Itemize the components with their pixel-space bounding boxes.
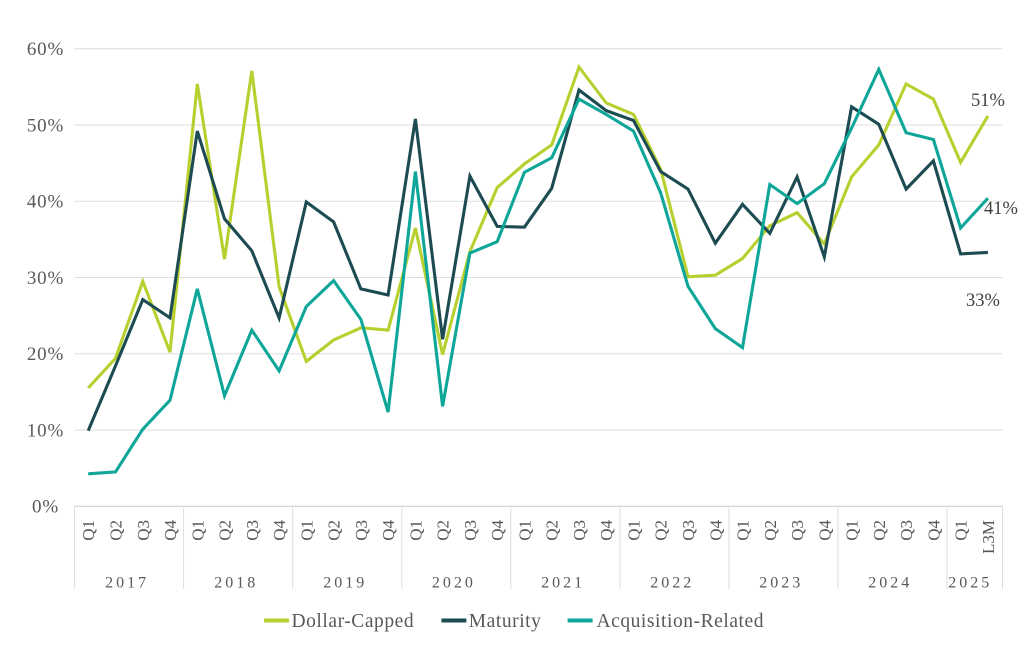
svg-text:2021: 2021 <box>541 575 585 592</box>
svg-text:Q1: Q1 <box>515 520 534 541</box>
svg-text:Q4: Q4 <box>597 520 616 541</box>
svg-text:50%: 50% <box>27 115 64 136</box>
svg-text:Q1: Q1 <box>188 520 207 541</box>
svg-text:2025: 2025 <box>948 575 992 592</box>
svg-text:30%: 30% <box>27 268 64 289</box>
svg-text:Q1: Q1 <box>625 520 644 541</box>
svg-text:Q2: Q2 <box>761 520 780 541</box>
svg-text:2017: 2017 <box>105 575 149 592</box>
svg-text:2019: 2019 <box>323 575 367 592</box>
svg-text:Q3: Q3 <box>570 520 589 541</box>
svg-text:Q1: Q1 <box>843 520 862 541</box>
svg-text:Q4: Q4 <box>924 520 943 541</box>
svg-text:2022: 2022 <box>650 575 694 592</box>
svg-text:L3M: L3M <box>979 520 998 554</box>
svg-text:41%: 41% <box>984 199 1018 219</box>
svg-text:Q3: Q3 <box>134 520 153 541</box>
svg-text:Q1: Q1 <box>297 520 316 541</box>
svg-text:Q1: Q1 <box>79 520 98 541</box>
svg-text:Q4: Q4 <box>815 520 834 541</box>
svg-text:Q3: Q3 <box>897 520 916 541</box>
svg-text:Q4: Q4 <box>488 520 507 541</box>
svg-text:10%: 10% <box>27 420 64 441</box>
svg-text:Q2: Q2 <box>434 520 453 541</box>
svg-text:2018: 2018 <box>214 575 258 592</box>
svg-text:Q3: Q3 <box>461 520 480 541</box>
svg-text:Q4: Q4 <box>270 520 289 541</box>
svg-text:Q2: Q2 <box>107 520 126 541</box>
svg-text:2024: 2024 <box>868 575 912 592</box>
svg-text:Q2: Q2 <box>652 520 671 541</box>
svg-text:Q1: Q1 <box>952 520 971 541</box>
svg-text:51%: 51% <box>971 91 1005 111</box>
svg-text:Q2: Q2 <box>216 520 235 541</box>
svg-text:Q3: Q3 <box>243 520 262 541</box>
svg-text:0%: 0% <box>32 497 59 518</box>
svg-text:Q3: Q3 <box>788 520 807 541</box>
svg-text:Q4: Q4 <box>379 520 398 541</box>
svg-text:Q4: Q4 <box>706 520 725 541</box>
svg-text:Q3: Q3 <box>679 520 698 541</box>
svg-text:Q3: Q3 <box>352 520 371 541</box>
svg-text:2020: 2020 <box>432 575 476 592</box>
svg-text:Q4: Q4 <box>161 520 180 541</box>
svg-text:Maturity: Maturity <box>469 611 542 632</box>
svg-text:40%: 40% <box>27 192 64 213</box>
svg-text:20%: 20% <box>27 344 64 365</box>
svg-text:Q1: Q1 <box>406 520 425 541</box>
svg-text:Q2: Q2 <box>870 520 889 541</box>
svg-text:2023: 2023 <box>759 575 803 592</box>
svg-text:Q2: Q2 <box>543 520 562 541</box>
svg-text:Q1: Q1 <box>734 520 753 541</box>
svg-text:Acquisition-Related: Acquisition-Related <box>597 611 765 632</box>
svg-text:Q2: Q2 <box>325 520 344 541</box>
svg-text:60%: 60% <box>27 39 64 60</box>
svg-text:Dollar-Capped: Dollar-Capped <box>292 611 415 632</box>
svg-text:33%: 33% <box>966 291 1000 311</box>
